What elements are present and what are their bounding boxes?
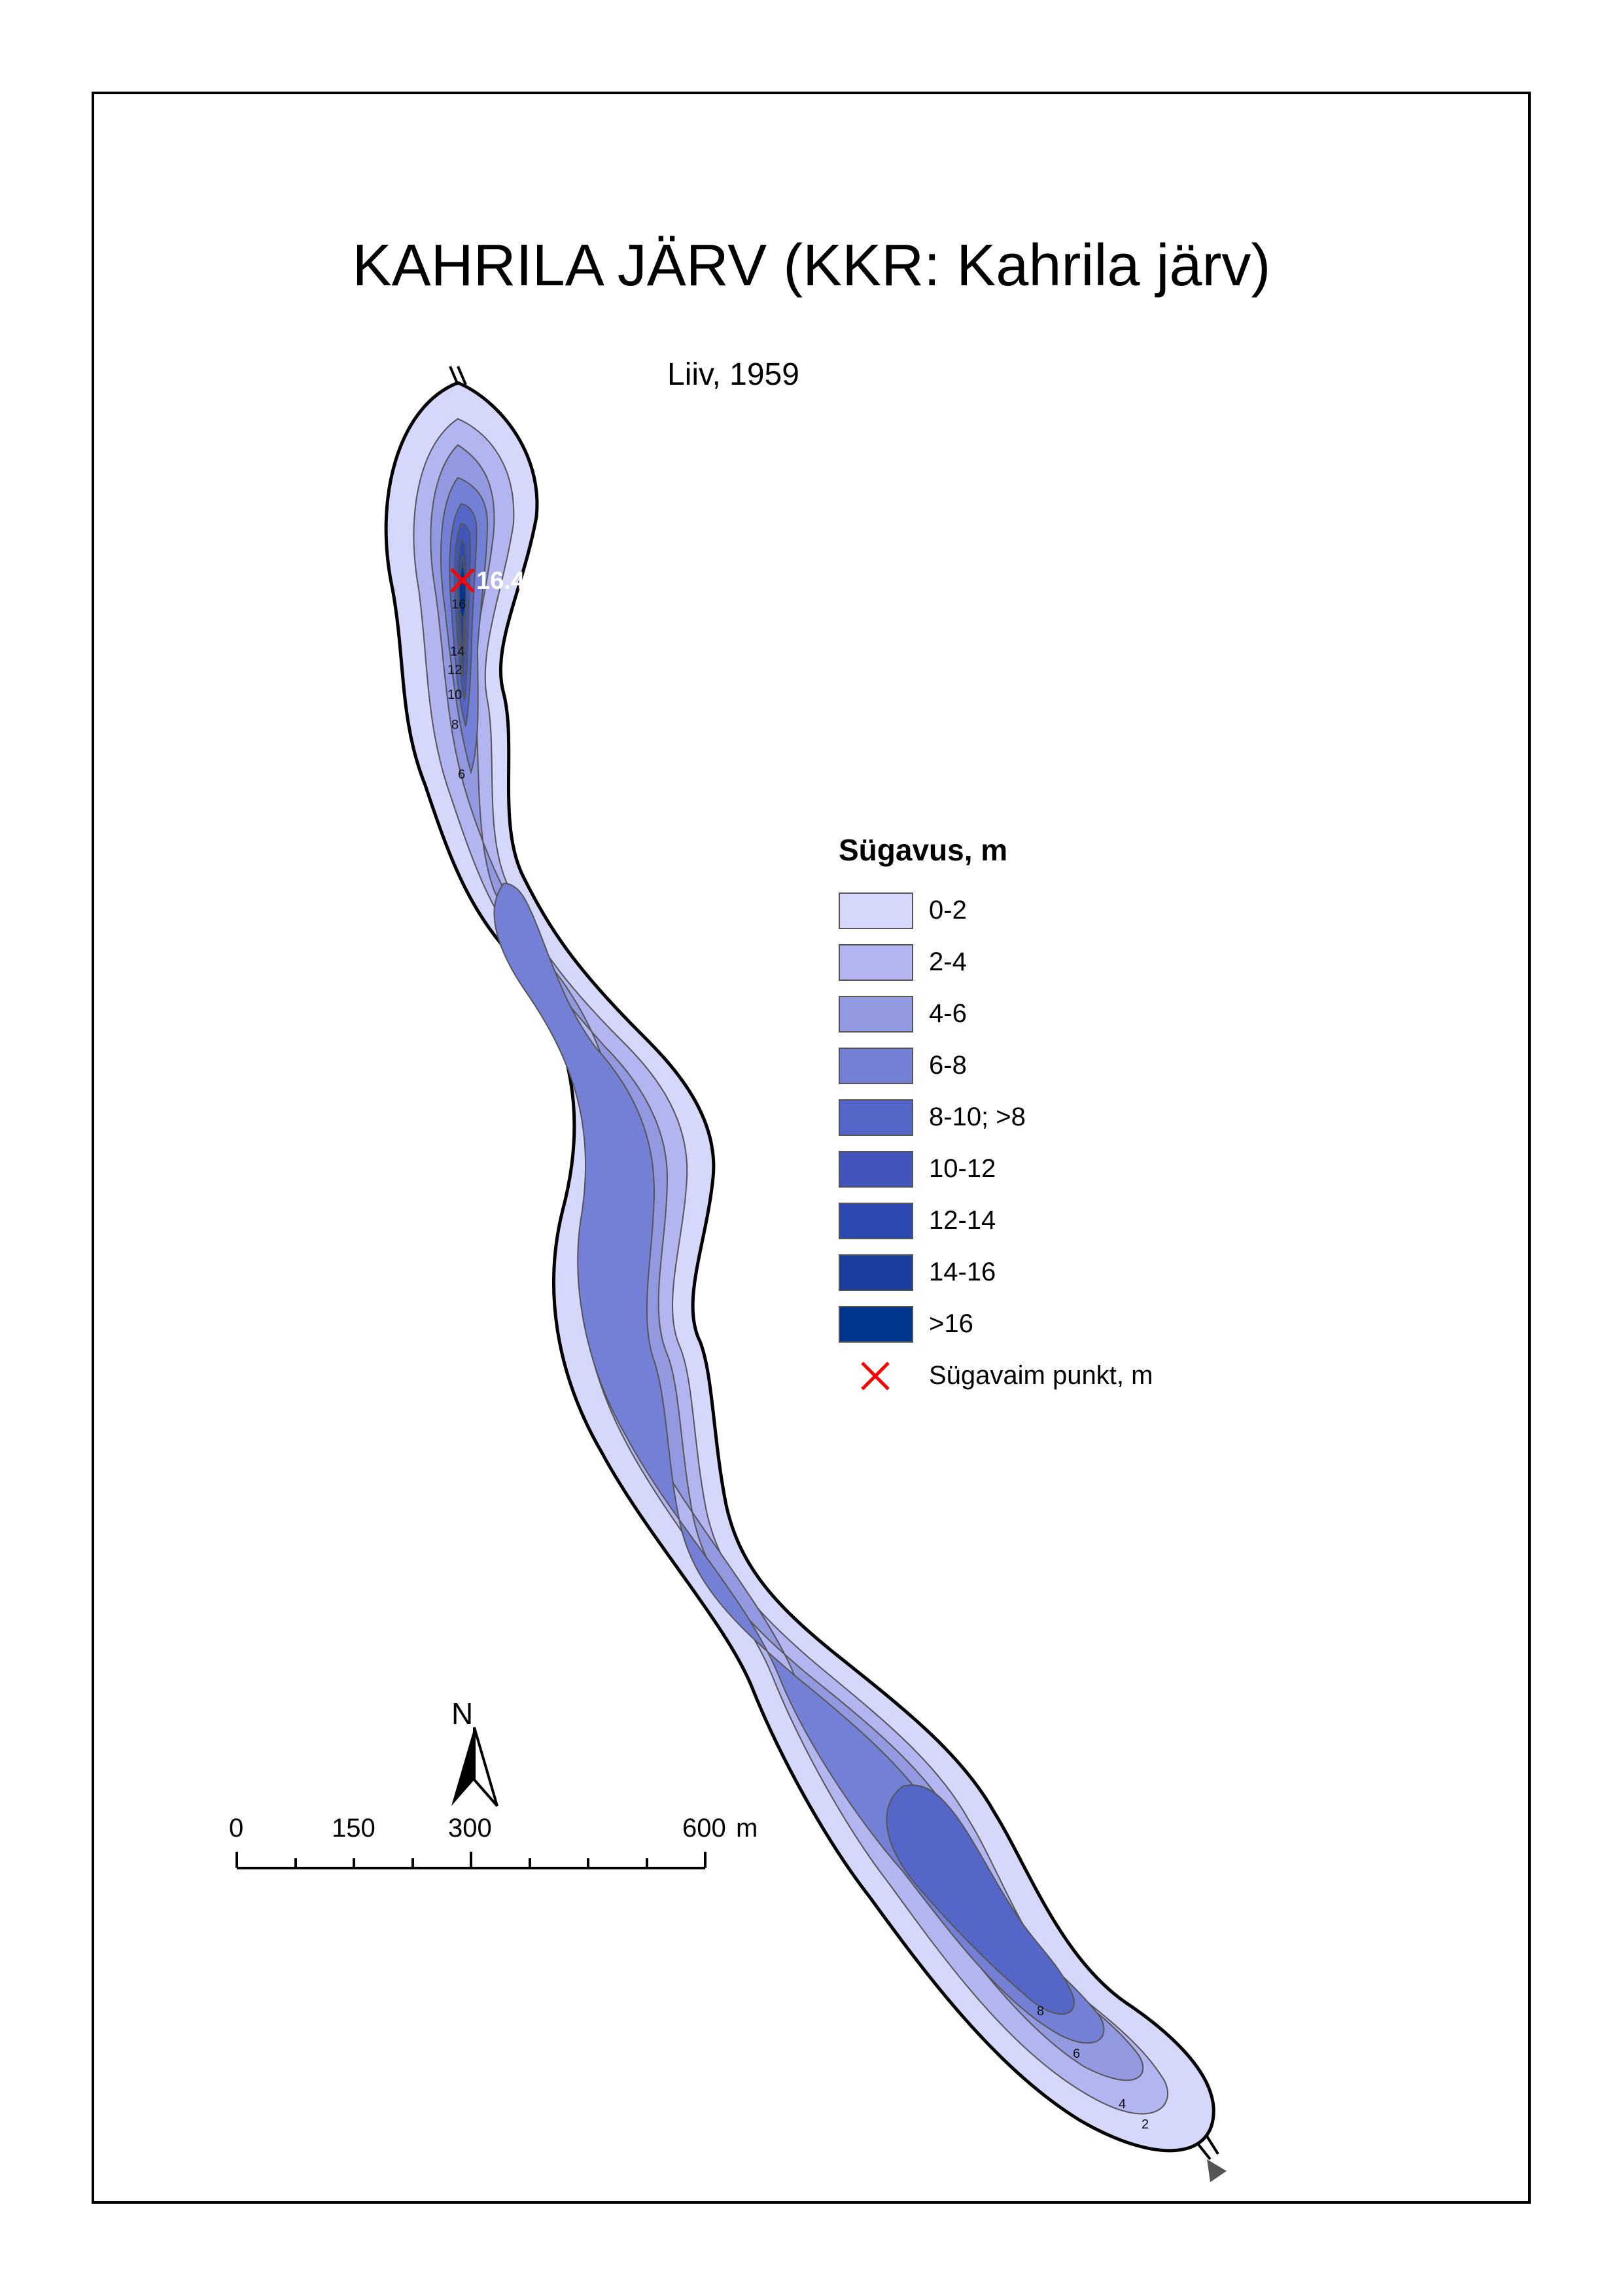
- legend-label: 0-2: [929, 896, 967, 925]
- contour-label: 16: [451, 597, 466, 612]
- legend-label: 6-8: [929, 1051, 967, 1080]
- legend: Sügavus, m 0-2 2-4 4-6 6-8 8-10; >8 10-12 12-1…: [839, 832, 1153, 1402]
- legend-label: >16: [929, 1309, 973, 1338]
- legend-swatch: [839, 892, 913, 929]
- legend-label: 2-4: [929, 947, 967, 976]
- legend-swatch: [839, 944, 913, 981]
- legend-swatch: [839, 1047, 913, 1084]
- legend-row: >16: [839, 1298, 1153, 1350]
- legend-row: 8-10; >8: [839, 1091, 1153, 1143]
- deepest-point-value: 16.4: [476, 567, 525, 595]
- legend-swatch: [839, 995, 913, 1033]
- contour-label: 8: [451, 718, 459, 732]
- legend-swatch: [839, 1150, 913, 1188]
- contour-label: 6: [1073, 2047, 1080, 2061]
- legend-label-deepest: Sügavaim punkt, m: [929, 1361, 1153, 1390]
- contour-label: 12: [447, 663, 462, 677]
- contour-label: 6: [458, 768, 465, 782]
- legend-row: 4-6: [839, 988, 1153, 1040]
- depth-zone-8-10-south: [886, 1784, 1075, 2015]
- legend-row: 12-14: [839, 1195, 1153, 1246]
- north-label: N: [451, 1697, 474, 1731]
- legend-row: 10-12: [839, 1143, 1153, 1195]
- legend-swatch: [839, 1202, 913, 1239]
- legend-label: 8-10; >8: [929, 1103, 1026, 1131]
- legend-label: 10-12: [929, 1154, 996, 1183]
- contour-label: 14: [450, 645, 464, 659]
- scale-label-150: 150: [332, 1814, 375, 1843]
- deepest-point-marker: [450, 568, 475, 593]
- scale-label-0: 0: [229, 1814, 244, 1843]
- cross-icon: [839, 1358, 913, 1394]
- legend-label: 4-6: [929, 999, 967, 1028]
- scale-unit: m: [736, 1814, 758, 1843]
- legend-row: 14-16: [839, 1246, 1153, 1298]
- outlet-arrow-icon: [1207, 2159, 1227, 2182]
- legend-row: 0-2: [839, 885, 1153, 936]
- map-frame: [92, 92, 1531, 2204]
- north-arrow-icon: [451, 1727, 498, 1807]
- scale-label-600: 600: [682, 1814, 726, 1843]
- inlet-stream: [449, 366, 467, 385]
- map-title: KAHRILA JÄRV (KKR: Kahrila järv): [352, 233, 1271, 298]
- scale-bar: [236, 1852, 707, 1869]
- contour-label: 4: [1119, 2097, 1126, 2111]
- legend-row: 6-8: [839, 1040, 1153, 1091]
- legend-swatch: [839, 1099, 913, 1136]
- legend-title: Sügavus, m: [839, 833, 1008, 867]
- legend-row-deepest: Sügavaim punkt, m: [839, 1350, 1153, 1402]
- outlet-stream: [1196, 2135, 1219, 2161]
- legend-label: 14-16: [929, 1258, 996, 1286]
- map-subtitle: Liiv, 1959: [667, 357, 799, 392]
- legend-swatch: [839, 1305, 913, 1343]
- contour-label: 2: [1142, 2117, 1149, 2132]
- legend-label: 12-14: [929, 1206, 996, 1235]
- legend-row: 2-4: [839, 936, 1153, 988]
- legend-swatch: [839, 1254, 913, 1291]
- contour-label: 8: [1037, 2004, 1044, 2019]
- scale-label-300: 300: [448, 1814, 492, 1843]
- contour-label: 10: [447, 688, 462, 702]
